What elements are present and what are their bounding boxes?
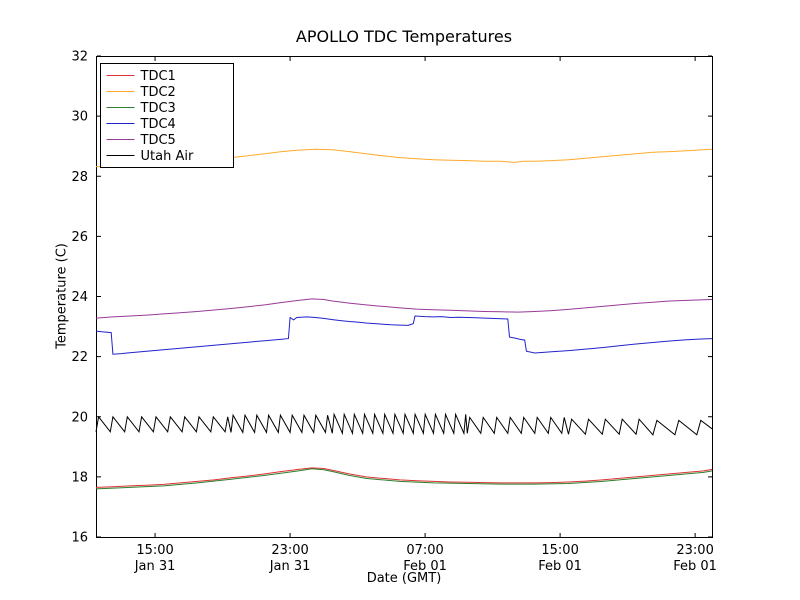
x-tick-time: 07:00 bbox=[406, 543, 443, 558]
series-TDC3 bbox=[95, 468, 713, 490]
series-Utah-Air bbox=[95, 412, 713, 436]
y-tick-label: 32 bbox=[71, 50, 88, 65]
x-tick-date: Feb 01 bbox=[403, 559, 447, 574]
legend-label: TDC2 bbox=[140, 85, 176, 100]
y-tick-label: 18 bbox=[71, 470, 88, 485]
x-tick-date: Feb 01 bbox=[673, 559, 717, 574]
legend-label: TDC3 bbox=[140, 101, 176, 116]
x-tick-date: Jan 31 bbox=[269, 559, 311, 574]
legend-label: Utah Air bbox=[141, 149, 194, 164]
series-TDC1 bbox=[95, 467, 713, 488]
x-tick-date: Feb 01 bbox=[538, 559, 582, 574]
x-tick-date: Jan 31 bbox=[134, 559, 176, 574]
chart-title: APOLLO TDC Temperatures bbox=[295, 27, 513, 46]
y-tick-label: 28 bbox=[71, 170, 88, 185]
x-tick-time: 23:00 bbox=[271, 543, 308, 558]
x-tick-time: 15:00 bbox=[136, 543, 173, 558]
legend-label: TDC1 bbox=[140, 69, 176, 84]
x-tick-time: 15:00 bbox=[541, 543, 578, 558]
legend-box bbox=[100, 63, 234, 168]
y-tick-label: 26 bbox=[71, 230, 88, 245]
legend-label: TDC5 bbox=[140, 133, 176, 148]
y-tick-label: 22 bbox=[71, 350, 88, 365]
y-tick-label: 16 bbox=[71, 531, 88, 546]
legend-label: TDC4 bbox=[140, 117, 176, 132]
y-tick-label: 20 bbox=[71, 410, 88, 425]
x-axis-label: Date (GMT) bbox=[366, 571, 442, 586]
y-tick-label: 30 bbox=[71, 110, 88, 125]
x-tick-time: 23:00 bbox=[676, 543, 713, 558]
series-TDC4 bbox=[95, 315, 713, 355]
y-tick-label: 24 bbox=[71, 290, 88, 305]
axes-frame bbox=[96, 56, 713, 538]
series-TDC5 bbox=[95, 298, 713, 319]
